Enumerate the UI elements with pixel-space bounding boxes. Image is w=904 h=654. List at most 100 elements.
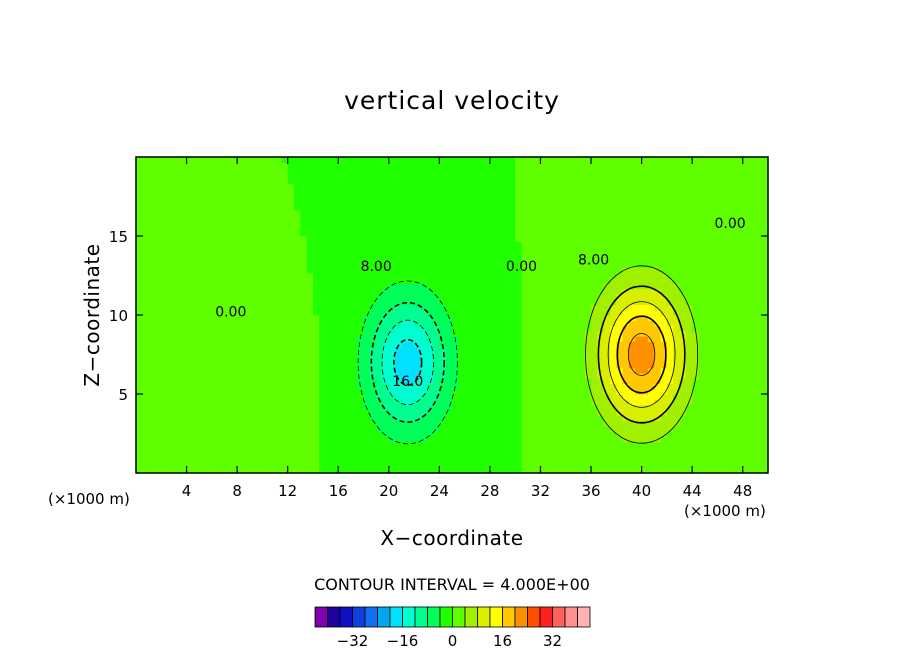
field-cell: [622, 315, 630, 321]
field-cell: [319, 204, 327, 211]
field-cell: [483, 351, 491, 358]
field-cell: [186, 225, 194, 232]
field-cell: [268, 330, 276, 337]
field-cell: [641, 451, 649, 458]
field-cell: [603, 409, 611, 416]
field-cell: [508, 383, 516, 390]
field-cell: [376, 367, 384, 374]
field-cell: [319, 315, 327, 321]
field-cell: [452, 204, 459, 211]
field-cell: [224, 236, 232, 242]
field-cell: [502, 430, 510, 437]
field-cell: [211, 351, 219, 358]
field-cell: [458, 204, 466, 211]
field-cell: [142, 409, 150, 416]
field-cell: [161, 336, 169, 342]
field-cell: [572, 372, 579, 379]
field-cell: [489, 451, 497, 458]
field-cell: [142, 383, 150, 390]
field-cell: [489, 430, 497, 437]
field-cell: [306, 399, 314, 406]
field-cell: [414, 183, 421, 190]
field-cell: [553, 341, 561, 348]
field-cell: [610, 309, 617, 316]
field-cell: [597, 230, 605, 237]
field-cell: [445, 436, 453, 442]
field-cell: [230, 293, 238, 300]
field-cell: [388, 230, 396, 237]
field-cell: [275, 467, 282, 474]
field-cell: [211, 372, 219, 379]
field-cell: [205, 157, 213, 163]
field-cell: [376, 388, 384, 395]
field-cell: [369, 409, 377, 416]
field-cell: [565, 430, 573, 437]
field-cell: [243, 388, 251, 395]
field-cell: [647, 251, 655, 258]
field-cell: [363, 325, 371, 332]
field-cell: [369, 415, 377, 421]
field-cell: [628, 441, 636, 448]
field-cell: [458, 404, 466, 411]
field-cell: [578, 299, 586, 306]
field-cell: [489, 162, 497, 169]
field-cell: [414, 172, 421, 179]
field-cell: [502, 183, 510, 190]
field-cell: [294, 341, 301, 348]
field-cell: [540, 346, 548, 353]
field-cell: [300, 262, 308, 269]
field-cell: [388, 462, 396, 469]
field-cell: [173, 315, 181, 321]
field-cell: [338, 304, 346, 311]
field-cell: [319, 351, 327, 358]
field-cell: [369, 225, 377, 232]
field-cell: [249, 388, 257, 395]
field-cell: [445, 362, 453, 369]
field-cell: [565, 367, 573, 374]
field-cell: [470, 288, 478, 295]
field-cell: [553, 430, 561, 437]
field-cell: [142, 394, 150, 400]
field-cell: [610, 241, 617, 248]
field-cell: [527, 209, 535, 216]
field-cell: [262, 341, 270, 348]
field-cell: [584, 420, 592, 427]
field-cell: [363, 236, 371, 242]
field-cell: [565, 309, 573, 316]
field-cell: [458, 451, 466, 458]
field-cell: [142, 257, 150, 263]
field-cell: [148, 257, 156, 263]
field-cell: [369, 346, 377, 353]
field-cell: [546, 451, 554, 458]
field-cell: [572, 425, 579, 432]
field-cell: [635, 467, 643, 474]
field-cell: [224, 246, 232, 253]
field-cell: [186, 172, 194, 179]
field-cell: [224, 283, 232, 290]
field-cell: [350, 341, 358, 348]
field-cell: [281, 351, 289, 358]
field-cell: [395, 246, 403, 253]
field-cell: [433, 262, 440, 269]
field-cell: [458, 420, 466, 427]
field-cell: [211, 341, 219, 348]
field-cell: [350, 304, 358, 311]
field-cell: [452, 183, 459, 190]
field-cell: [414, 467, 421, 474]
field-cell: [439, 299, 447, 306]
field-cell: [363, 288, 371, 295]
field-cell: [382, 246, 390, 253]
field-cell: [230, 157, 238, 163]
field-cell: [502, 415, 510, 421]
field-cell: [256, 167, 263, 174]
field-cell: [211, 441, 219, 448]
field-cell: [230, 430, 238, 437]
field-cell: [635, 230, 643, 237]
field-cell: [553, 225, 561, 232]
field-cell: [622, 293, 630, 300]
field-cell: [205, 262, 213, 269]
field-cell: [559, 262, 567, 269]
field-cell: [502, 299, 510, 306]
field-cell: [527, 230, 535, 237]
field-cell: [211, 420, 219, 427]
